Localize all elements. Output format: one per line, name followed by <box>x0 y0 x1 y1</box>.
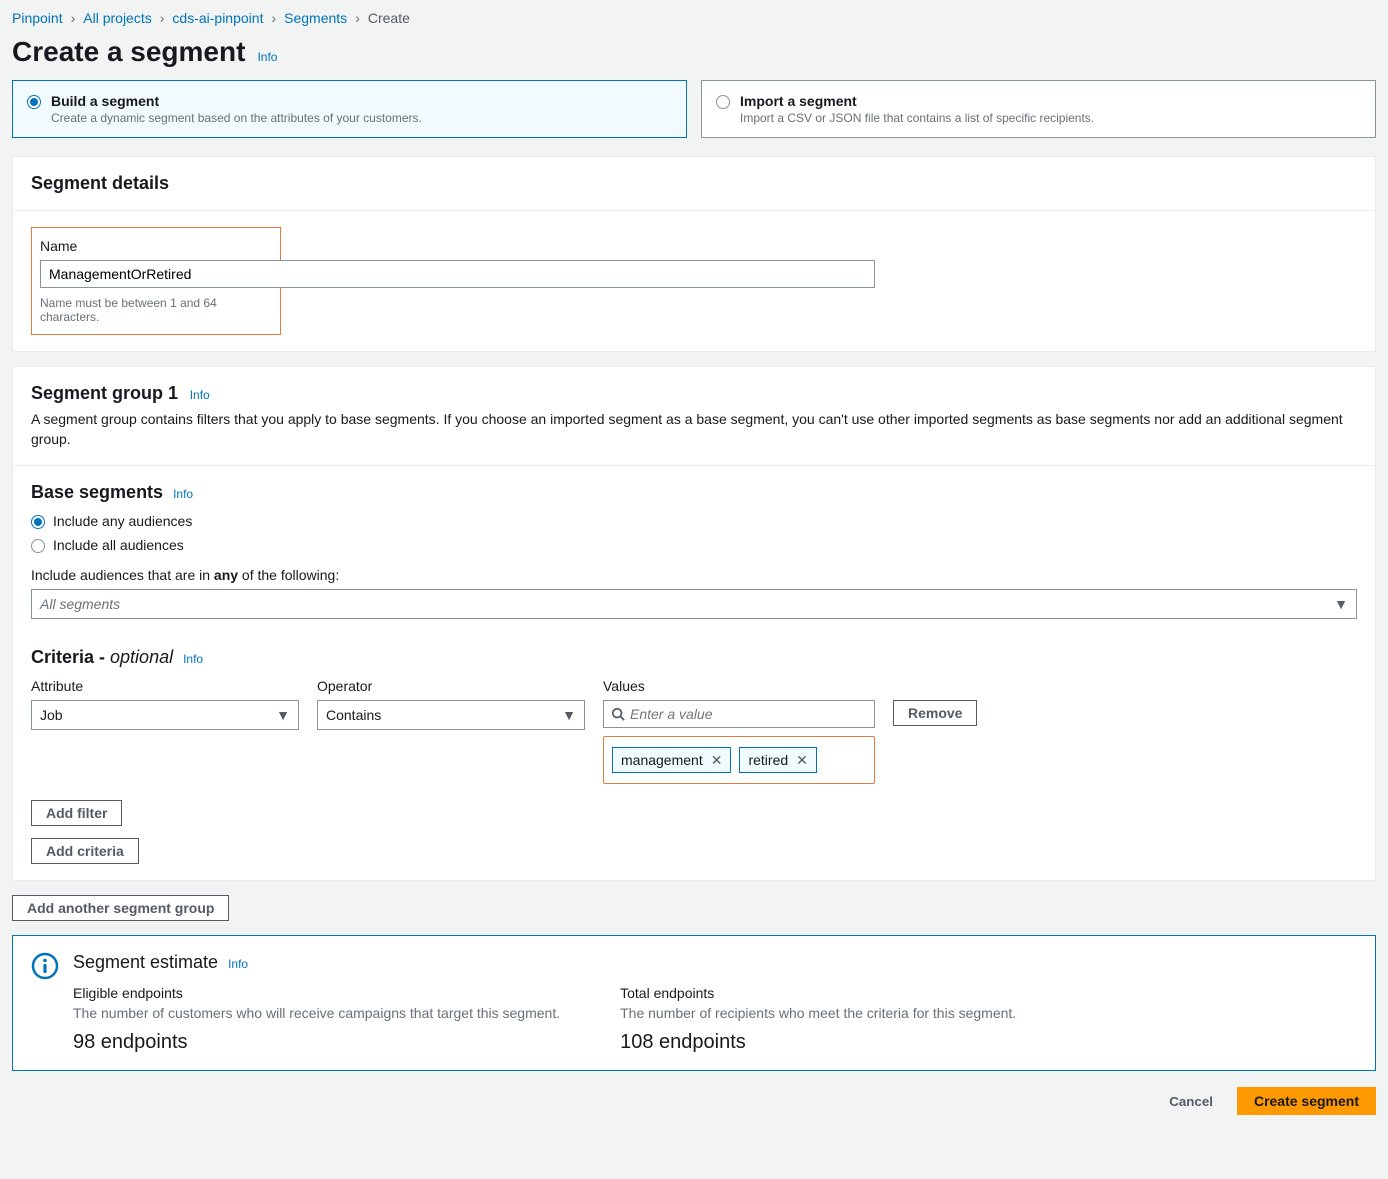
breadcrumb-segments[interactable]: Segments <box>284 10 347 26</box>
page-title: Create a segment <box>12 36 245 68</box>
total-desc: The number of recipients who meet the cr… <box>620 1005 1016 1021</box>
name-label: Name <box>40 238 272 254</box>
option-import-desc: Import a CSV or JSON file that contains … <box>740 111 1094 125</box>
eligible-desc: The number of customers who will receive… <box>73 1005 560 1021</box>
radio-include-any-label: Include any audiences <box>53 513 192 529</box>
page-info-link[interactable]: Info <box>257 50 277 64</box>
values-label: Values <box>603 678 875 694</box>
breadcrumb-project[interactable]: cds-ai-pinpoint <box>172 10 263 26</box>
attribute-select-value: Job <box>40 707 63 723</box>
base-segments-info[interactable]: Info <box>173 487 193 501</box>
values-tags-highlight: management ✕ retired ✕ <box>603 736 875 784</box>
attribute-select[interactable]: Job ▼ <box>31 700 299 730</box>
radio-icon <box>716 95 730 109</box>
operator-label: Operator <box>317 678 585 694</box>
include-text: Include audiences that are in any of the… <box>31 567 1357 583</box>
segment-group-panel: Segment group 1 Info A segment group con… <box>12 366 1376 881</box>
name-highlight-box: Name Name must be between 1 and 64 chara… <box>31 227 281 335</box>
chevron-right-icon: › <box>271 10 276 26</box>
option-build-desc: Create a dynamic segment based on the at… <box>51 111 422 125</box>
option-import-segment[interactable]: Import a segment Import a CSV or JSON fi… <box>701 80 1376 138</box>
segment-name-input[interactable] <box>40 260 875 288</box>
criteria-info[interactable]: Info <box>183 652 203 666</box>
chevron-right-icon: › <box>355 10 360 26</box>
radio-include-any[interactable]: Include any audiences <box>31 513 1357 529</box>
criteria-title: Criteria - optional <box>31 647 173 668</box>
segment-estimate-panel: Segment estimate Info Eligible endpoints… <box>12 935 1376 1071</box>
tag-retired: retired ✕ <box>739 747 816 773</box>
segment-group-title: Segment group 1 <box>31 383 178 403</box>
radio-include-all[interactable]: Include all audiences <box>31 537 1357 553</box>
radio-icon <box>31 539 45 553</box>
chevron-right-icon: › <box>160 10 165 26</box>
tag-remove-icon[interactable]: ✕ <box>711 753 723 767</box>
eligible-value: 98 endpoints <box>73 1031 560 1054</box>
tag-remove-icon[interactable]: ✕ <box>796 753 808 767</box>
cancel-button[interactable]: Cancel <box>1153 1087 1229 1115</box>
caret-down-icon: ▼ <box>562 707 576 723</box>
name-hint: Name must be between 1 and 64 characters… <box>40 296 272 324</box>
breadcrumb-all-projects[interactable]: All projects <box>83 10 151 26</box>
radio-checked-icon <box>31 515 45 529</box>
total-label: Total endpoints <box>620 985 1016 1001</box>
option-build-segment[interactable]: Build a segment Create a dynamic segment… <box>12 80 687 138</box>
radio-include-all-label: Include all audiences <box>53 537 184 553</box>
option-import-title: Import a segment <box>740 93 1094 109</box>
breadcrumb-current: Create <box>368 10 410 26</box>
estimate-info[interactable]: Info <box>228 957 248 971</box>
estimate-title: Segment estimate <box>73 952 218 973</box>
tag-label: retired <box>748 752 788 768</box>
tag-management: management ✕ <box>612 747 731 773</box>
radio-checked-icon <box>27 95 41 109</box>
info-icon <box>31 952 59 980</box>
segment-group-desc: A segment group contains filters that yo… <box>31 410 1357 449</box>
remove-criteria-button[interactable]: Remove <box>893 700 977 726</box>
breadcrumb: Pinpoint › All projects › cds-ai-pinpoin… <box>12 10 1376 26</box>
breadcrumb-pinpoint[interactable]: Pinpoint <box>12 10 63 26</box>
chevron-right-icon: › <box>71 10 76 26</box>
caret-down-icon: ▼ <box>276 707 290 723</box>
base-segments-select-value: All segments <box>40 596 120 612</box>
base-segments-select[interactable]: All segments ▼ <box>31 589 1357 619</box>
operator-select-value: Contains <box>326 707 381 723</box>
option-build-title: Build a segment <box>51 93 422 109</box>
eligible-label: Eligible endpoints <box>73 985 560 1001</box>
segment-details-title: Segment details <box>31 173 169 193</box>
tag-label: management <box>621 752 703 768</box>
total-value: 108 endpoints <box>620 1031 1016 1054</box>
create-segment-button[interactable]: Create segment <box>1237 1087 1376 1115</box>
caret-down-icon: ▼ <box>1334 596 1348 612</box>
base-segments-title: Base segments <box>31 482 163 503</box>
segment-details-panel: Segment details Name Name must be betwee… <box>12 156 1376 352</box>
add-criteria-button[interactable]: Add criteria <box>31 838 139 864</box>
add-segment-group-button[interactable]: Add another segment group <box>12 895 229 921</box>
values-input[interactable] <box>603 700 875 728</box>
attribute-label: Attribute <box>31 678 299 694</box>
add-filter-button[interactable]: Add filter <box>31 800 122 826</box>
operator-select[interactable]: Contains ▼ <box>317 700 585 730</box>
segment-group-info[interactable]: Info <box>190 388 210 402</box>
search-icon <box>611 707 625 721</box>
